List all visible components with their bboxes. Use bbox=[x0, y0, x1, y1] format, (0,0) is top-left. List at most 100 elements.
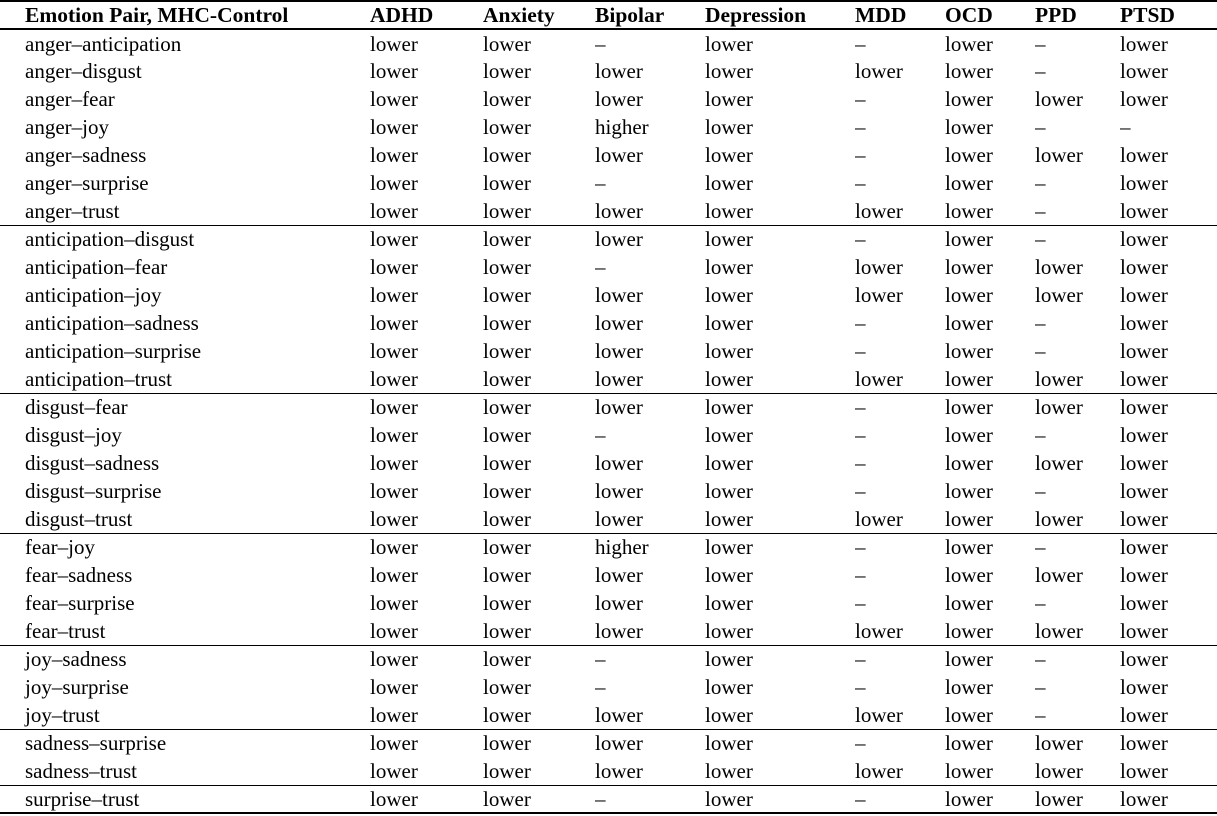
value-cell: lower bbox=[705, 506, 753, 531]
value-cell: lower bbox=[1120, 59, 1168, 83]
column-header-mdd: MDD bbox=[855, 3, 907, 27]
value-cell: lower bbox=[705, 198, 753, 223]
value-cell: lower bbox=[370, 255, 418, 279]
column-header-emotion-pair: Emotion Pair, MHC-Control bbox=[25, 3, 289, 27]
value-cell: lower bbox=[370, 115, 418, 139]
value-cell: – bbox=[855, 786, 866, 811]
value-cell: lower bbox=[595, 59, 643, 83]
table-row: joy–sadness lower lower – lower – lower – lower bbox=[0, 645, 1217, 673]
table-row: sadness–trust lower lower lower lower lower lo… bbox=[0, 757, 1217, 785]
value-cell: lower bbox=[483, 87, 531, 111]
value-cell: lower bbox=[370, 227, 418, 252]
table-row: anticipation–joy lower lower lower lower lowe… bbox=[0, 281, 1217, 309]
table-row: anticipation–fear lower lower – lower lower lo… bbox=[0, 253, 1217, 281]
value-cell: lower bbox=[705, 535, 753, 560]
value-cell: lower bbox=[1120, 591, 1168, 615]
value-cell: – bbox=[1035, 702, 1046, 727]
value-cell: lower bbox=[595, 731, 643, 756]
value-cell: – bbox=[595, 255, 606, 279]
value-cell: – bbox=[855, 591, 866, 615]
value-cell: lower bbox=[1120, 395, 1168, 420]
value-cell: – bbox=[595, 675, 606, 699]
emotion-pair-cell: joy–sadness bbox=[25, 647, 127, 672]
value-cell: – bbox=[855, 731, 866, 756]
emotion-pair-cell: fear–joy bbox=[25, 535, 95, 560]
column-header-ppd: PPD bbox=[1035, 3, 1077, 27]
value-cell: lower bbox=[945, 366, 993, 391]
value-cell: lower bbox=[483, 675, 531, 699]
value-cell: lower bbox=[705, 366, 753, 391]
value-cell: – bbox=[1035, 647, 1046, 672]
value-cell: lower bbox=[1120, 31, 1168, 56]
value-cell: lower bbox=[945, 255, 993, 279]
emotion-pair-cell: joy–trust bbox=[25, 702, 100, 727]
value-cell: lower bbox=[595, 758, 643, 783]
table-row: disgust–joy lower lower – lower – lower – lower bbox=[0, 421, 1217, 449]
column-header-depression: Depression bbox=[705, 3, 807, 27]
value-cell: lower bbox=[945, 395, 993, 420]
value-cell: lower bbox=[595, 227, 643, 252]
table-row: anger–disgust lower lower lower lower lower lo… bbox=[0, 57, 1217, 85]
column-header-bipolar: Bipolar bbox=[595, 3, 665, 27]
value-cell: lower bbox=[370, 395, 418, 420]
emotion-pair-cell: disgust–surprise bbox=[25, 479, 162, 503]
emotion-pair-cell: disgust–sadness bbox=[25, 451, 160, 475]
value-cell: lower bbox=[1120, 675, 1168, 699]
table-row: disgust–sadness lower lower lower lower – lowe… bbox=[0, 449, 1217, 477]
value-cell: lower bbox=[705, 87, 753, 111]
value-cell: lower bbox=[705, 395, 753, 420]
value-cell: lower bbox=[855, 283, 903, 307]
value-cell: – bbox=[1035, 31, 1046, 56]
table-body: anger–anticipation lower lower – lower – lower… bbox=[0, 29, 1217, 813]
value-cell: lower bbox=[705, 143, 753, 167]
column-header-anxiety: Anxiety bbox=[483, 3, 555, 27]
value-cell: lower bbox=[945, 786, 993, 811]
value-cell: lower bbox=[945, 647, 993, 672]
value-cell: lower bbox=[370, 198, 418, 223]
value-cell: – bbox=[595, 423, 606, 447]
value-cell: – bbox=[855, 227, 866, 252]
value-cell: lower bbox=[855, 255, 903, 279]
value-cell: lower bbox=[705, 591, 753, 615]
value-cell: lower bbox=[483, 563, 531, 587]
value-cell: lower bbox=[945, 479, 993, 503]
value-cell: lower bbox=[945, 618, 993, 643]
table-row: anticipation–surprise lower lower lower lowe… bbox=[0, 337, 1217, 365]
emotion-pair-cell: sadness–trust bbox=[25, 758, 137, 783]
value-cell: lower bbox=[1120, 366, 1168, 391]
value-cell: lower bbox=[945, 702, 993, 727]
emotion-pair-cell: anticipation–sadness bbox=[25, 311, 199, 335]
value-cell: lower bbox=[483, 451, 531, 475]
value-cell: lower bbox=[705, 758, 753, 783]
value-cell: – bbox=[1035, 311, 1046, 335]
emotion-pair-cell: disgust–fear bbox=[25, 395, 128, 420]
value-cell: lower bbox=[705, 31, 753, 56]
value-cell: lower bbox=[483, 647, 531, 672]
value-cell: lower bbox=[1120, 702, 1168, 727]
value-cell: lower bbox=[370, 366, 418, 391]
value-cell: lower bbox=[483, 702, 531, 727]
value-cell: lower bbox=[705, 423, 753, 447]
table-row: joy–trust lower lower lower lower lower lower –… bbox=[0, 701, 1217, 729]
table-row: anger–anticipation lower lower – lower – lower… bbox=[0, 29, 1217, 57]
value-cell: lower bbox=[483, 171, 531, 195]
value-cell: lower bbox=[945, 339, 993, 363]
table-row: anger–fear lower lower lower lower – lower lowe… bbox=[0, 85, 1217, 113]
value-cell: lower bbox=[595, 451, 643, 475]
table-row: anger–surprise lower lower – lower – lower – low… bbox=[0, 169, 1217, 197]
value-cell: lower bbox=[705, 311, 753, 335]
emotion-pair-cell: anticipation–fear bbox=[25, 255, 168, 279]
table-row: anticipation–trust lower lower lower lower lo… bbox=[0, 365, 1217, 393]
table-row: fear–trust lower lower lower lower lower lower… bbox=[0, 617, 1217, 645]
value-cell: lower bbox=[370, 283, 418, 307]
value-cell: lower bbox=[705, 255, 753, 279]
value-cell: higher bbox=[595, 115, 649, 139]
value-cell: lower bbox=[483, 227, 531, 252]
value-cell: lower bbox=[855, 198, 903, 223]
value-cell: lower bbox=[1120, 171, 1168, 195]
value-cell: lower bbox=[705, 618, 753, 643]
value-cell: lower bbox=[370, 675, 418, 699]
table-row: disgust–surprise lower lower lower lower – low… bbox=[0, 477, 1217, 505]
value-cell: lower bbox=[483, 506, 531, 531]
